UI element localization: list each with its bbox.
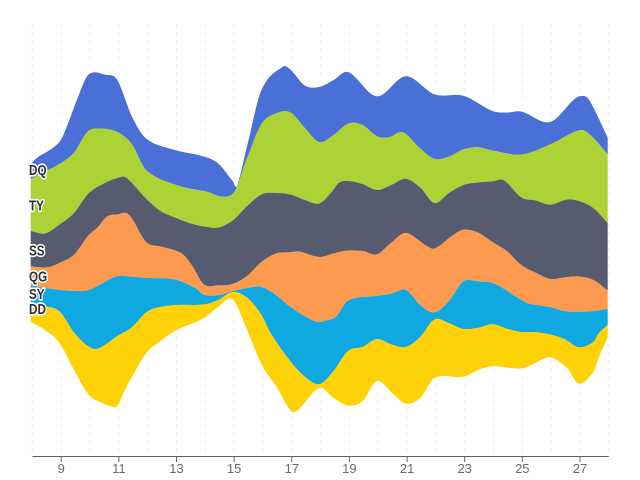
- svg-text:9: 9: [58, 461, 65, 476]
- svg-text:25: 25: [515, 461, 529, 476]
- svg-text:15: 15: [227, 461, 241, 476]
- svg-text:DQ: DQ: [29, 161, 47, 178]
- svg-text:TY: TY: [29, 197, 44, 214]
- svg-text:17: 17: [285, 461, 299, 476]
- svg-text:27: 27: [573, 461, 587, 476]
- svg-text:13: 13: [169, 461, 183, 476]
- svg-text:SY: SY: [29, 285, 45, 302]
- svg-text:11: 11: [112, 461, 126, 476]
- svg-text:QG: QG: [29, 268, 47, 285]
- svg-text:SS: SS: [29, 242, 45, 259]
- svg-text:DD: DD: [29, 301, 46, 318]
- svg-text:21: 21: [400, 461, 414, 476]
- svg-text:19: 19: [342, 461, 356, 476]
- svg-text:23: 23: [457, 461, 471, 476]
